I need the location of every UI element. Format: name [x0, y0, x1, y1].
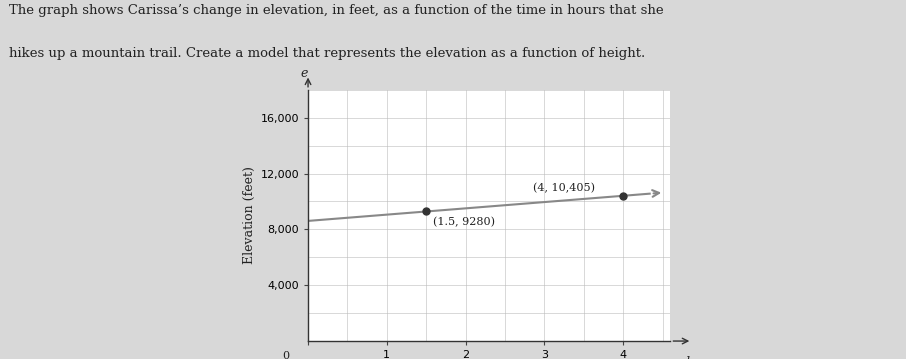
Text: hikes up a mountain trail. Create a model that represents the elevation as a fun: hikes up a mountain trail. Create a mode… [9, 47, 645, 60]
Y-axis label: Elevation (feet): Elevation (feet) [243, 167, 256, 264]
Text: The graph shows Carissa’s change in elevation, in feet, as a function of the tim: The graph shows Carissa’s change in elev… [9, 4, 664, 17]
Text: 0: 0 [283, 351, 290, 359]
Text: h: h [685, 356, 693, 359]
Text: e: e [301, 67, 308, 80]
Text: (1.5, 9280): (1.5, 9280) [432, 216, 495, 227]
Text: (4, 10,405): (4, 10,405) [533, 183, 594, 194]
